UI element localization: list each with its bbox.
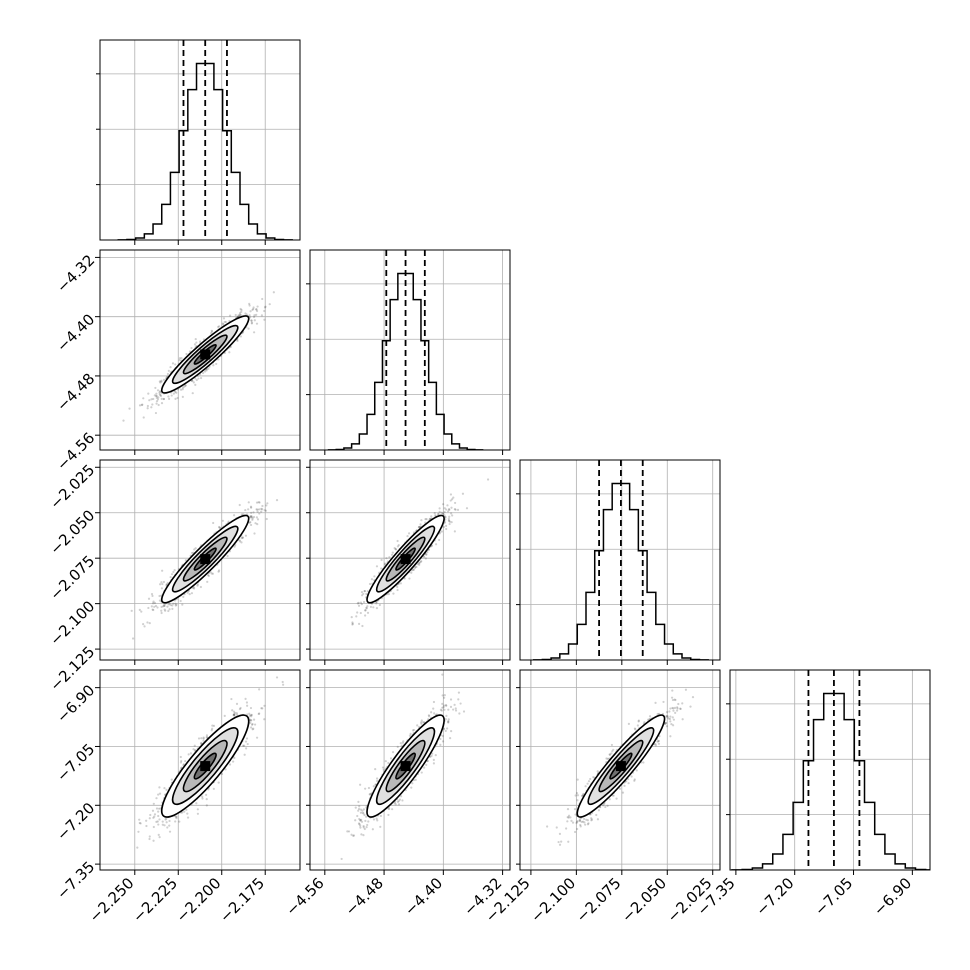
panel-frame [99, 459, 301, 661]
y-tick-label: −7.35 [53, 858, 98, 903]
panel-frame [729, 669, 931, 871]
panel-frame [99, 669, 301, 871]
density-peak [200, 349, 211, 360]
x-tick-label: −2.225 [129, 874, 181, 926]
y-tick-label: −4.32 [53, 251, 98, 296]
panel-3-1: −4.56 −4.48 −4.40 −4.32 [282, 669, 511, 919]
panel-0-0 [96, 39, 301, 245]
panel-frame [309, 669, 511, 871]
x-tick-label: −4.40 [401, 874, 446, 919]
density-peak [400, 761, 411, 772]
y-tick-label: −2.050 [46, 506, 98, 558]
density-peak [200, 761, 211, 772]
panel-2-1 [306, 459, 511, 665]
x-tick-label: −7.20 [752, 874, 797, 919]
density-peak [615, 761, 626, 772]
x-tick-label: −2.200 [173, 874, 225, 926]
x-tick-label: −2.075 [573, 874, 625, 926]
panel-3-2: −2.125−2.100−2.075−2.050−2.025 [482, 669, 721, 926]
panel-3-0: −7.35−7.20−7.05−6.90−2.250−2.225−2.200−2… [53, 669, 301, 926]
panel-frame [99, 249, 301, 451]
x-tick-label: −4.48 [342, 874, 387, 919]
x-tick-label: −2.100 [527, 874, 579, 926]
y-tick-label: −4.48 [53, 370, 98, 415]
panel-2-0: −2.125−2.100−2.075−2.050−2.025 [46, 459, 301, 695]
x-tick-label: −7.05 [811, 874, 856, 919]
y-tick-label: −2.025 [46, 461, 98, 513]
y-tick-label: −2.100 [46, 597, 98, 649]
panel-frame [99, 39, 301, 241]
panel-frame [309, 249, 511, 451]
x-tick-label: −6.90 [870, 874, 915, 919]
x-tick-label: −2.175 [216, 874, 268, 926]
density-peak [200, 554, 211, 565]
density-peak [400, 554, 411, 565]
panel-3-3: −7.35 −7.20 −7.05 −6.90 [693, 669, 931, 919]
panel-1-1 [306, 249, 511, 455]
panel-2-2 [516, 459, 721, 665]
x-tick-label: −4.56 [282, 874, 327, 919]
x-tick-label: −2.250 [86, 874, 138, 926]
x-tick-label: −2.050 [618, 874, 670, 926]
y-tick-label: −4.40 [53, 310, 98, 355]
y-tick-label: −7.20 [53, 799, 98, 844]
panel-frame [309, 459, 511, 661]
panel-frame [519, 459, 721, 661]
panel-1-0: −4.56−4.48−4.40−4.32 [53, 249, 301, 474]
y-tick-label: −2.075 [46, 552, 98, 604]
y-tick-label: −7.05 [53, 740, 98, 785]
panel-frame [519, 669, 721, 871]
